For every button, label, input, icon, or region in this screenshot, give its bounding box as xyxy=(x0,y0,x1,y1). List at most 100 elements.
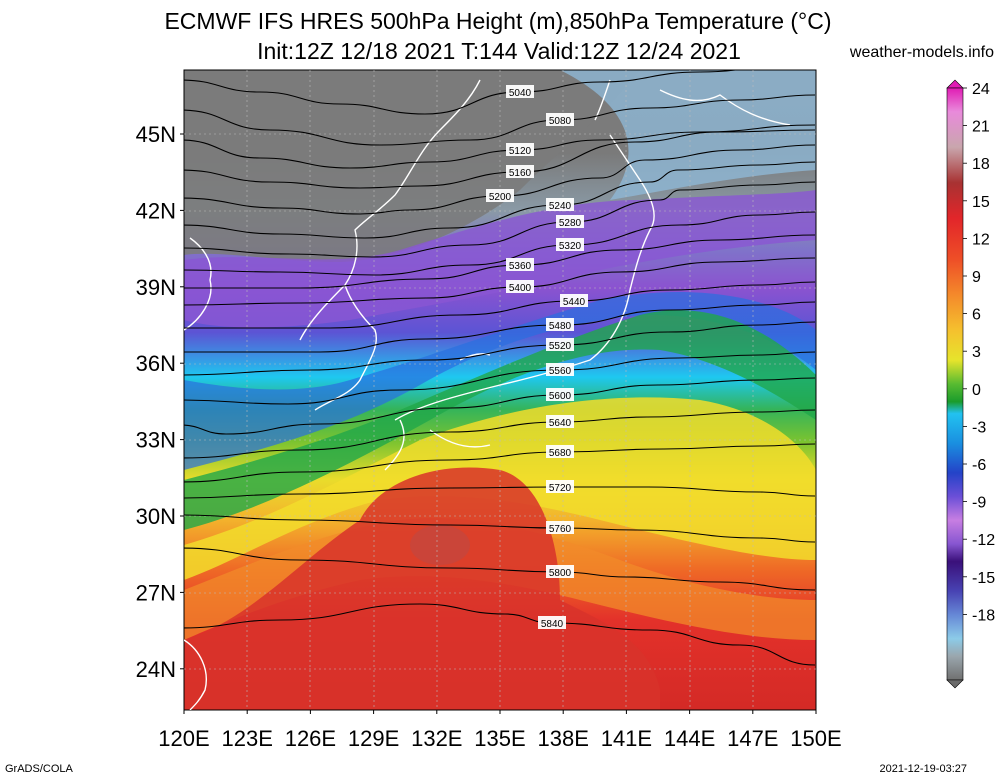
svg-text:5080: 5080 xyxy=(549,116,572,127)
contour-label: 5160 xyxy=(506,165,534,179)
lon-label: 126E xyxy=(285,726,336,751)
height-contours xyxy=(184,70,816,666)
height-contour xyxy=(184,409,816,459)
height-contour xyxy=(184,443,816,483)
contour-label: 5600 xyxy=(546,388,574,402)
height-contour xyxy=(184,161,816,239)
contour-label: 5480 xyxy=(546,318,574,332)
svg-text:5240: 5240 xyxy=(549,201,572,212)
svg-text:5320: 5320 xyxy=(559,241,582,252)
colorbar-label: -12 xyxy=(972,532,995,549)
site-credit: weather-models.info xyxy=(849,44,994,61)
lon-label: 147E xyxy=(727,726,778,751)
height-contour xyxy=(184,514,816,543)
svg-text:5280: 5280 xyxy=(559,218,582,229)
height-contour xyxy=(184,351,816,405)
contour-label: 5680 xyxy=(546,445,574,459)
temperature-field xyxy=(184,70,816,710)
colorbar-label: 12 xyxy=(972,231,990,248)
svg-text:5560: 5560 xyxy=(549,366,572,377)
height-contour xyxy=(184,301,816,353)
longitude-axis: 120E 123E 126E 129E 132E 135E 138E 141E 144E 147E… xyxy=(158,710,842,751)
colorbar-label: 18 xyxy=(972,156,990,173)
contour-label: 5280 xyxy=(556,215,584,229)
contour-label: 5200 xyxy=(486,189,514,203)
svg-text:5040: 5040 xyxy=(509,88,532,99)
colorbar-label: 15 xyxy=(972,194,990,211)
colorbar-label: -9 xyxy=(972,495,986,512)
height-contour xyxy=(184,70,739,115)
svg-text:5800: 5800 xyxy=(549,568,572,579)
contour-label: 5760 xyxy=(546,521,574,535)
svg-text:5640: 5640 xyxy=(549,418,572,429)
height-contour xyxy=(184,181,816,258)
colorbar-gradient xyxy=(946,87,964,681)
colorbar-label: -18 xyxy=(972,607,995,624)
svg-text:5360: 5360 xyxy=(509,261,532,272)
svg-text:5120: 5120 xyxy=(509,146,532,157)
height-contour xyxy=(184,281,816,329)
lon-label: 141E xyxy=(601,726,652,751)
contour-label: 5360 xyxy=(506,258,534,272)
contour-label: 5440 xyxy=(560,294,588,308)
colorbar-label: 6 xyxy=(972,307,981,324)
lat-label: 33N xyxy=(136,428,176,453)
svg-text:5440: 5440 xyxy=(563,297,586,308)
colorbar-label: 21 xyxy=(972,119,990,136)
height-contour xyxy=(184,321,816,376)
colorbar-label: 9 xyxy=(972,269,981,286)
lon-label: 135E xyxy=(474,726,525,751)
colorbar-labels: 24 21 18 15 12 9 6 3 0 -3 -6 -9 -12 -15 -18 xyxy=(963,81,995,624)
lon-label: 120E xyxy=(158,726,209,751)
height-contour xyxy=(184,377,816,435)
lon-label: 144E xyxy=(664,726,715,751)
contour-label: 5800 xyxy=(546,565,574,579)
colorbar-label: 3 xyxy=(972,344,981,361)
contour-label: 5320 xyxy=(556,238,584,252)
height-contour xyxy=(184,129,816,189)
height-contour xyxy=(184,94,816,146)
coastlines xyxy=(184,79,791,710)
lon-label: 132E xyxy=(411,726,462,751)
colorbar-bottom-arrow xyxy=(946,679,964,689)
contour-label: 5840 xyxy=(538,616,566,630)
contour-label: 5240 xyxy=(546,198,574,212)
height-contour xyxy=(184,211,816,276)
lat-label: 30N xyxy=(136,504,176,529)
lat-label: 24N xyxy=(136,657,176,682)
height-contour xyxy=(184,603,816,666)
latitude-axis: 45N 42N 39N 36N 33N 30N 27N 24N xyxy=(136,122,184,682)
svg-text:5480: 5480 xyxy=(549,321,572,332)
colorbar-top-arrow xyxy=(946,79,964,89)
lon-label: 150E xyxy=(790,726,841,751)
lon-label: 123E xyxy=(222,726,273,751)
lon-label: 129E xyxy=(348,726,399,751)
contour-label: 5520 xyxy=(546,338,574,352)
height-contour xyxy=(184,547,816,591)
svg-text:5160: 5160 xyxy=(509,168,532,179)
colorbar: 24 21 18 15 12 9 6 3 0 -3 -6 -9 -12 -15 -18 xyxy=(946,79,995,689)
footer-credit: GrADS/COLA xyxy=(5,763,73,775)
lat-label: 42N xyxy=(136,198,176,223)
svg-text:5720: 5720 xyxy=(549,483,572,494)
lat-label: 45N xyxy=(136,122,176,147)
contour-label: 5640 xyxy=(546,415,574,429)
svg-text:5680: 5680 xyxy=(549,448,572,459)
footer-timestamp: 2021-12-19-03:27 xyxy=(879,763,967,775)
svg-text:5200: 5200 xyxy=(489,192,512,203)
contour-label: 5720 xyxy=(546,480,574,494)
colorbar-label: -3 xyxy=(972,419,986,436)
colorbar-label: -6 xyxy=(972,457,986,474)
chart-title: ECMWF IFS HRES 500hPa Height (m),850hPa … xyxy=(164,8,832,34)
contour-label: 5400 xyxy=(506,280,534,294)
lat-label: 27N xyxy=(136,580,176,605)
contour-label: 5560 xyxy=(546,363,574,377)
colorbar-label: -15 xyxy=(972,570,995,587)
height-contour xyxy=(184,124,816,169)
contour-label: 5080 xyxy=(546,113,574,127)
chart-subtitle: Init:12Z 12/18 2021 T:144 Valid:12Z 12/2… xyxy=(257,38,741,64)
svg-text:5600: 5600 xyxy=(549,391,572,402)
lat-label: 39N xyxy=(136,275,176,300)
colorbar-label: 24 xyxy=(972,81,990,98)
